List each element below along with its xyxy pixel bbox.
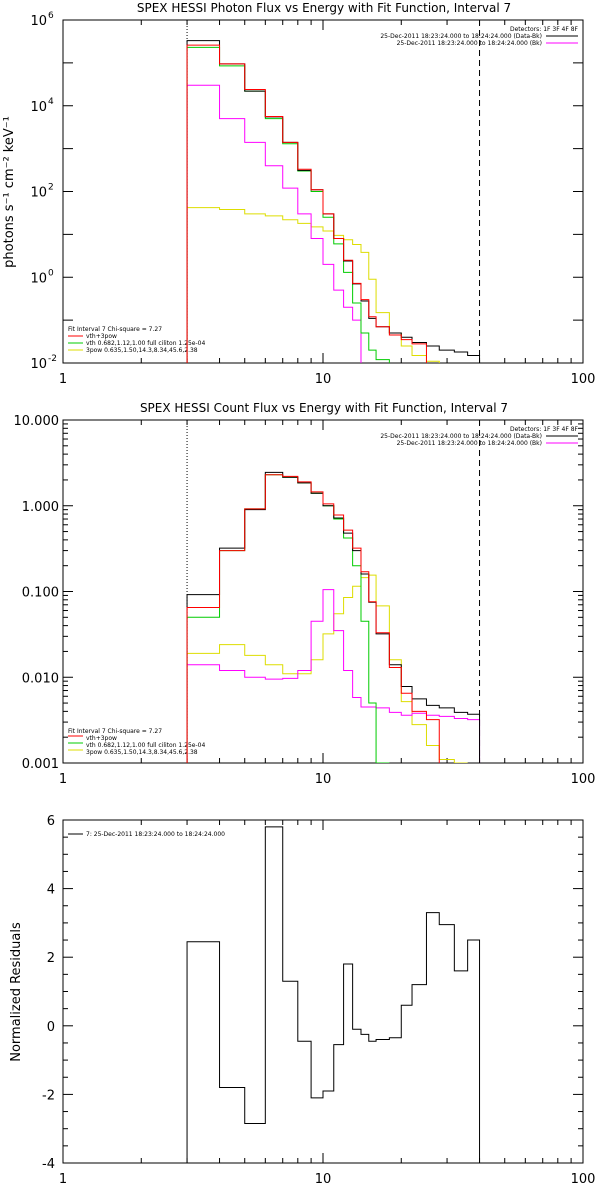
count-flux-y-tick-label: 0.001 — [22, 757, 59, 772]
count-flux-series-vth-3pow — [186, 474, 440, 763]
residuals-x-tick-label: 100 — [571, 1172, 596, 1187]
count-flux-series-bk — [186, 589, 481, 763]
count-flux-y-tick-label: 10.000 — [14, 414, 60, 429]
photon-flux-y-tick-label: 10 — [30, 271, 47, 286]
residuals-y-tick-label: 0 — [47, 1020, 55, 1035]
photon-flux-y-axis-label: photons s⁻¹ cm⁻² keV⁻¹ — [2, 116, 17, 268]
photon-flux-series-3pow — [186, 207, 440, 363]
residuals-y-tick-label: -2 — [42, 1088, 55, 1103]
residuals-x-tick-label: 10 — [315, 1172, 332, 1187]
photon-flux-x-tick-label: 1 — [59, 372, 67, 387]
photon-flux-fit-legend-entry: vth 0.682,1.12,1.00 full ciliton 1.25e-0… — [86, 340, 205, 347]
photon-flux-y-tick-exponent: 6 — [48, 11, 54, 21]
photon-flux-x-tick-label: 100 — [571, 372, 596, 387]
photon-flux-title: SPEX HESSI Photon Flux vs Energy with Fi… — [137, 1, 511, 15]
photon-flux-header-legend-entry: 25-Dec-2011 18:23:24.000 to 18:24:24.000… — [380, 33, 542, 40]
photon-flux-y-tick-label: 10 — [30, 14, 47, 29]
count-flux-panel: SPEX HESSI Count Flux vs Energy with Fit… — [14, 401, 596, 787]
residuals-series-7-25-dec-2011-18-23-24-000-to-18-24-24-000 — [186, 826, 481, 1163]
count-flux-fit-legend-title: Fit Interval 7 Chi-square = 7.27 — [68, 728, 162, 735]
photon-flux-series-vth-3pow — [186, 44, 427, 363]
photon-flux-y-tick-exponent: -2 — [48, 354, 57, 364]
count-flux-header-legend-entry: 25-Dec-2011 18:23:24.000 to 18:24:24.000… — [380, 433, 542, 440]
count-flux-y-tick-label: 0.010 — [22, 671, 59, 686]
photon-flux-panel: SPEX HESSI Photon Flux vs Energy with Fi… — [2, 1, 595, 387]
photon-flux-y-tick-label: 10 — [30, 186, 47, 201]
count-flux-series-data-bk — [186, 471, 481, 763]
count-flux-series-3pow — [186, 574, 468, 763]
photon-flux-y-tick-label: 10 — [30, 100, 47, 115]
count-flux-y-tick-label: 0.100 — [22, 586, 59, 601]
residuals-x-tick-label: 1 — [59, 1172, 67, 1187]
count-flux-header-legend-entry: 25-Dec-2011 18:23:24.000 to 18:24:24.000… — [397, 440, 542, 447]
residuals-y-tick-label: 4 — [47, 883, 55, 898]
residuals-legend-entry: 7: 25-Dec-2011 18:23:24.000 to 18:24:24.… — [86, 831, 225, 838]
residuals-panel: Normalized Residuals 7: 25-Dec-2011 18:2… — [9, 814, 595, 1187]
count-flux-x-tick-label: 1 — [59, 772, 67, 787]
count-flux-fit-legend-entry: 3pow 0.635,1.50,14.3,8.34,45.6,2.38 — [86, 749, 198, 756]
photon-flux-y-tick-exponent: 4 — [48, 97, 54, 107]
photon-flux-detectors-label: Detectors: 1F 3F 4F 8F — [510, 26, 579, 33]
photon-flux-x-tick-label: 10 — [315, 372, 332, 387]
photon-flux-y-tick-label: 10 — [30, 357, 47, 372]
count-flux-title: SPEX HESSI Count Flux vs Energy with Fit… — [140, 401, 508, 415]
photon-flux-series-bk — [186, 84, 362, 363]
photon-flux-fit-legend-entry: 3pow 0.635,1.50,14.3,8.34,45.6,2.38 — [86, 347, 198, 354]
count-flux-x-tick-label: 10 — [315, 772, 332, 787]
photon-flux-fit-legend-entry: vth+3pow — [86, 333, 117, 340]
photon-flux-y-tick-exponent: 2 — [48, 183, 54, 193]
count-flux-fit-legend-entry: vth 0.682,1.12,1.00 full ciliton 1.25e-0… — [86, 742, 205, 749]
photon-flux-y-tick-exponent: 0 — [48, 268, 54, 278]
count-flux-fit-legend-entry: vth+3pow — [86, 735, 117, 742]
residuals-y-tick-label: -4 — [42, 1157, 55, 1172]
count-flux-detectors-label: Detectors: 1F 3F 4F 8F — [510, 426, 579, 433]
count-flux-y-tick-label: 1.000 — [22, 500, 59, 515]
residuals-y-tick-label: 2 — [47, 951, 55, 966]
photon-flux-fit-legend-title: Fit Interval 7 Chi-square = 7.27 — [68, 326, 162, 333]
count-flux-x-tick-label: 100 — [571, 772, 596, 787]
residuals-y-axis-label: Normalized Residuals — [9, 922, 24, 1062]
photon-flux-header-legend-entry: 25-Dec-2011 18:23:24.000 to 18:24:24.000… — [397, 40, 542, 47]
residuals-y-tick-label: 6 — [47, 814, 55, 829]
